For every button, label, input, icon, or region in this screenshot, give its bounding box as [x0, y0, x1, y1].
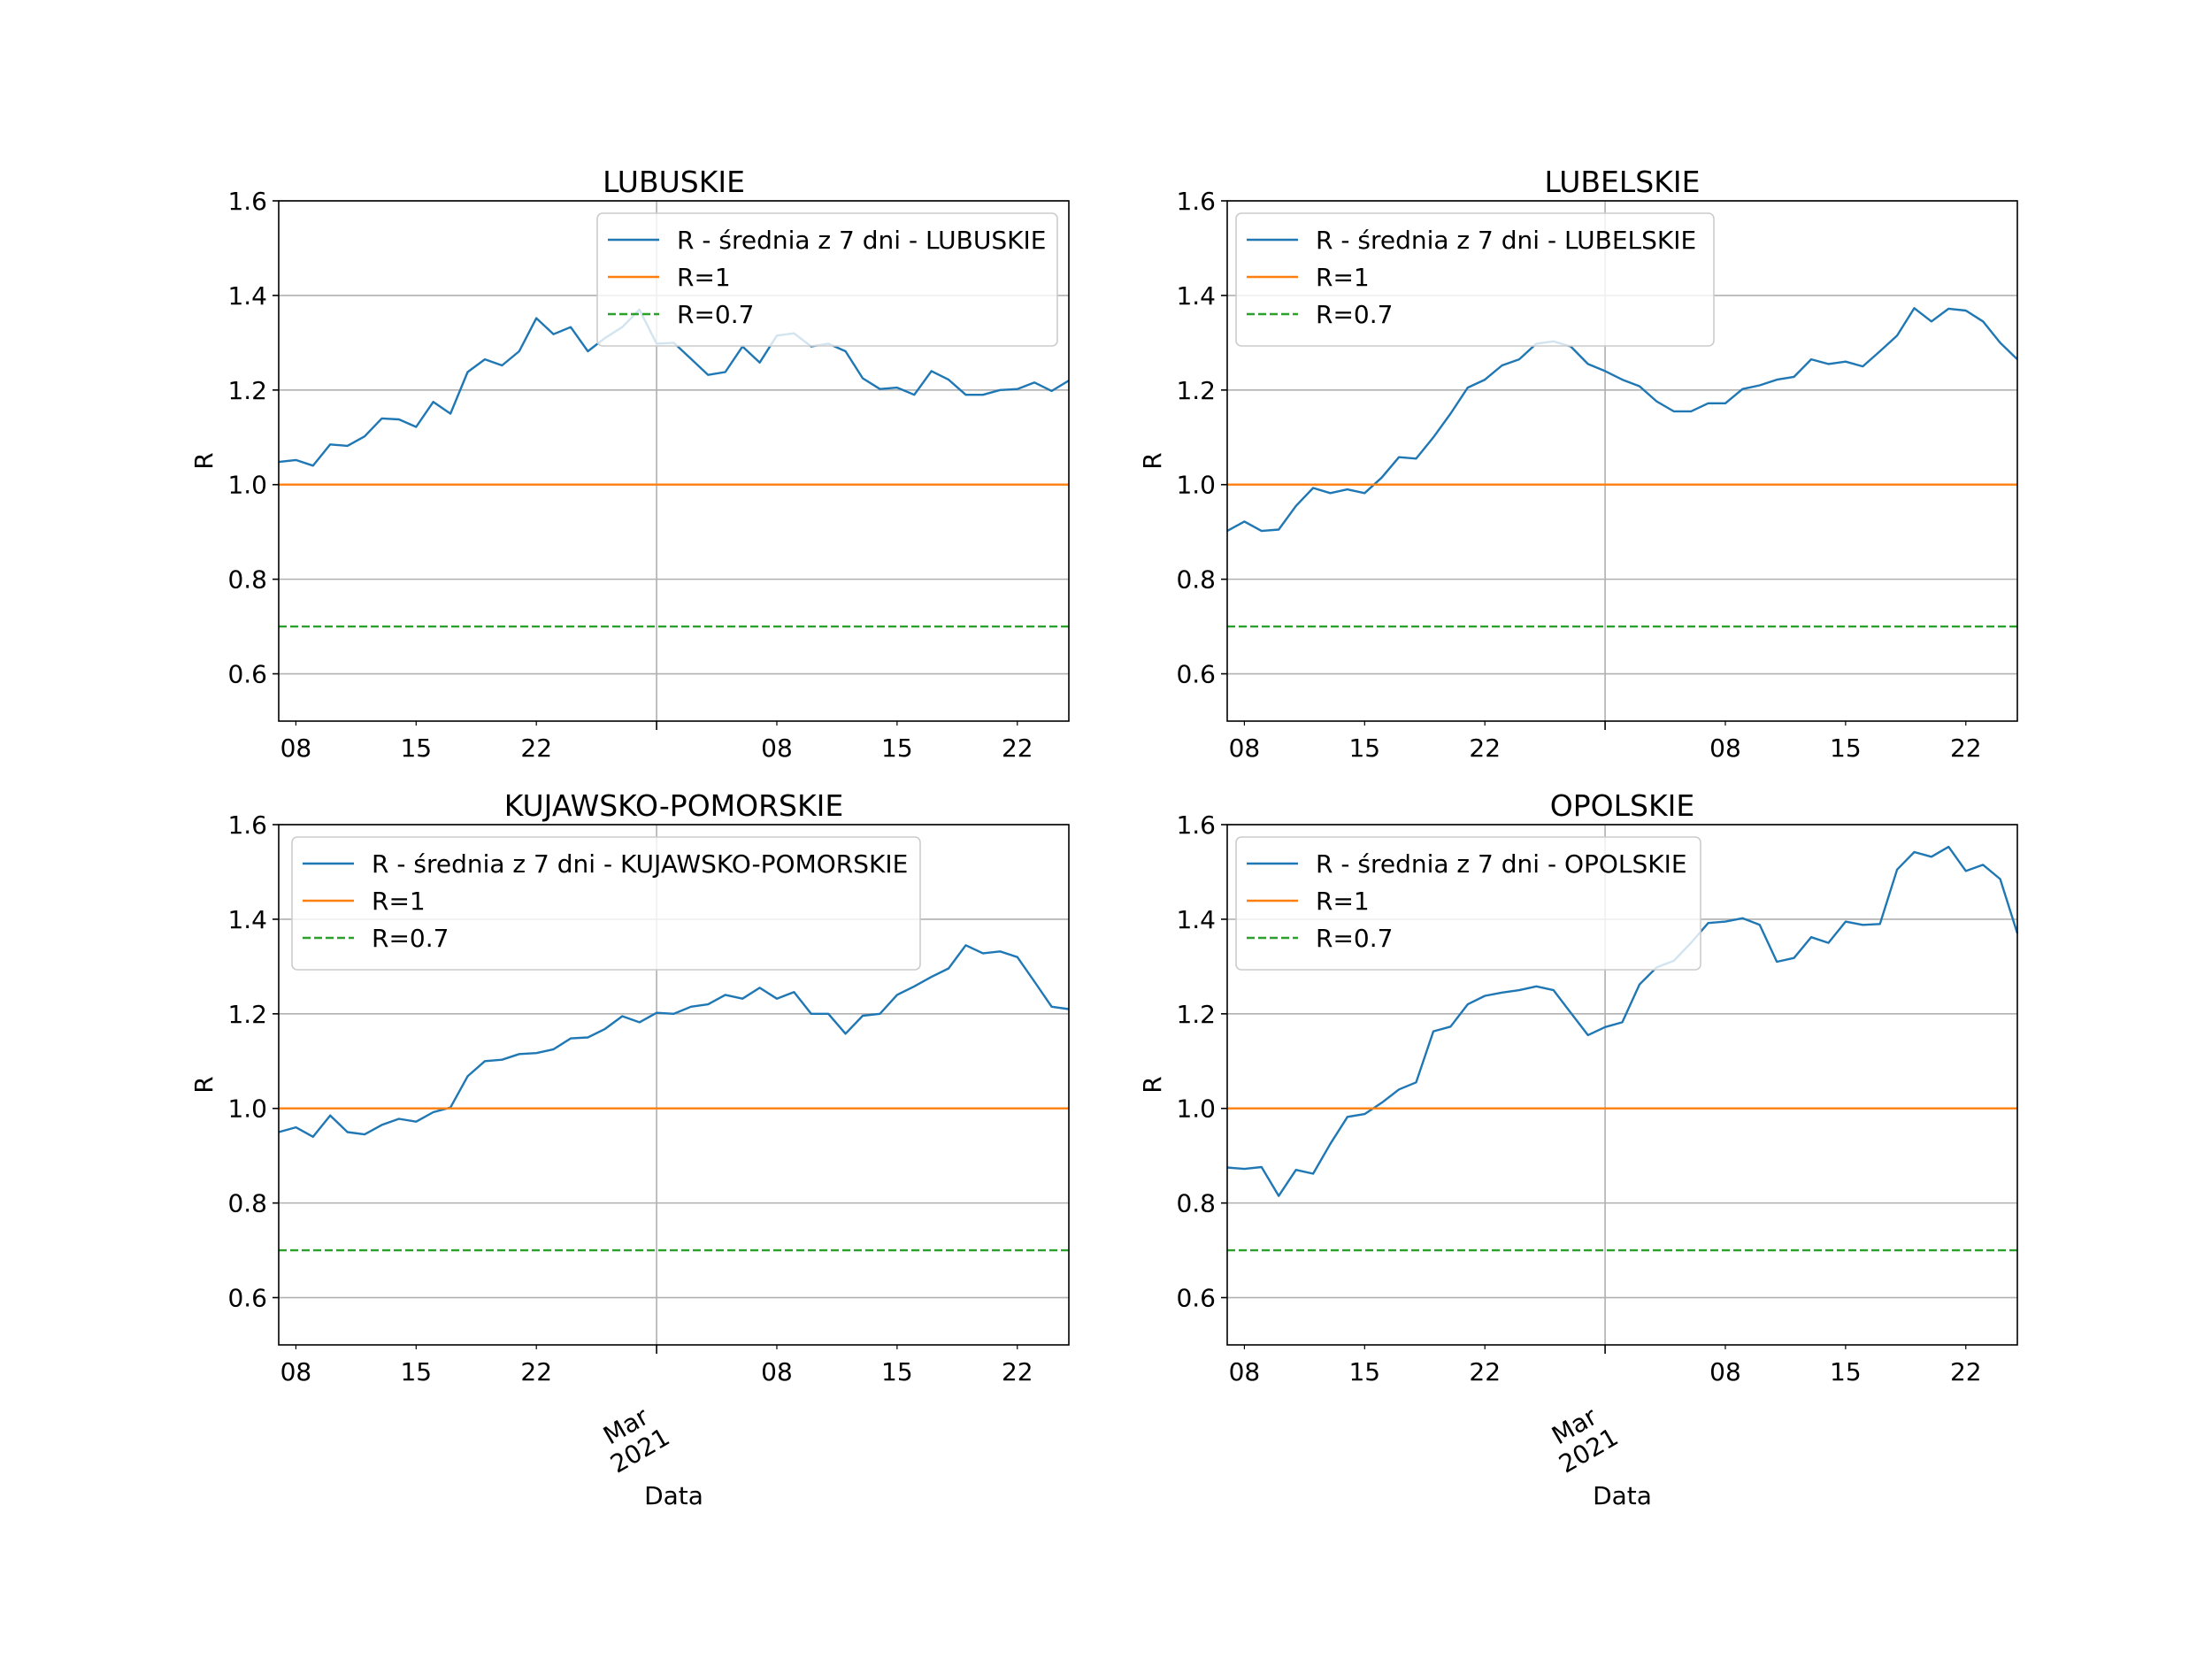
y-tick-label: 1.6	[1176, 810, 1216, 840]
y-tick-label: 0.6	[1176, 660, 1216, 689]
y-tick-label: 1.4	[227, 281, 267, 311]
chart-panel-2: 0.6 0.8 1.0 1.2 1.4 1.6 08 15 22 08 15 22 LUBELSKIE R…	[1138, 165, 2018, 763]
chart-panel-1: 0.6 0.8 1.0 1.2 1.4 1.6 08 15 22 08 15 22 LUBUSKIE R R…	[189, 165, 1070, 763]
legend-entry: R=1	[1316, 263, 1370, 292]
legend-entry: R - średnia z 7 dni - LUBUSKIE	[677, 226, 1046, 255]
x-tick-label: 15	[1830, 733, 1862, 763]
x-tick-label: 08	[1709, 733, 1741, 763]
legend: R - średnia z 7 dni - KUJAWSKO-POMORSKIE…	[291, 836, 921, 971]
chart-panel-3: 0.6 0.8 1.0 1.2 1.4 1.6 08 15 22 08 15 22 KUJAWSKO-P…	[189, 788, 1070, 1510]
panel-title: OPOLSKIE	[1550, 788, 1694, 823]
y-tick-label: 1.0	[1176, 471, 1216, 500]
axes-frame	[1226, 824, 2018, 1346]
y-tick-label: 1.2	[1176, 1000, 1216, 1029]
y-tick-label: 0.8	[227, 565, 267, 595]
x-tick-label: 15	[400, 1357, 432, 1386]
legend-box	[1235, 836, 1701, 971]
legend: R - średnia z 7 dni - OPOLSKIE R=1 R=0.7	[1235, 836, 1701, 971]
legend-entry: R=1	[677, 263, 731, 292]
x-tick-label: 08	[1709, 1357, 1741, 1386]
legend-box	[1235, 212, 1715, 347]
y-tick-label: 1.0	[227, 471, 267, 500]
x-tick-label: 08	[761, 733, 793, 763]
x-tick-label: 22	[1950, 733, 1982, 763]
chart-panel-4: 0.6 0.8 1.0 1.2 1.4 1.6 08 15 22 08 15 22 OPOLSKIE R R…	[1138, 788, 2019, 1510]
axes-frame	[278, 824, 1070, 1346]
y-axis-label: R	[189, 1076, 219, 1093]
x-tick-label: 08	[280, 1357, 312, 1386]
y-tick-label: 1.4	[227, 905, 267, 934]
series-line	[1226, 307, 2018, 533]
y-tick-label: 0.6	[227, 1284, 267, 1313]
legend-entry: R - średnia z 7 dni - LUBELSKIE	[1316, 226, 1696, 255]
legend-entry: R=0.7	[677, 300, 754, 329]
panel-title: LUBELSKIE	[1545, 165, 1701, 199]
y-tick-label: 0.6	[1176, 1284, 1216, 1313]
series-line	[1226, 845, 2019, 1197]
legend-entry: R=0.7	[1316, 300, 1393, 329]
y-tick-label: 1.2	[227, 376, 267, 405]
y-tick-label: 1.6	[227, 187, 267, 216]
legend-entry: R=0.7	[372, 924, 449, 953]
x-tick-label: 08	[761, 1357, 793, 1386]
y-axis-label: R	[1138, 452, 1167, 469]
y-tick-label: 0.8	[227, 1189, 267, 1218]
legend-entry: R=1	[1316, 887, 1370, 916]
x-tick-label: 08	[1229, 1357, 1261, 1386]
legend-box	[596, 212, 1058, 347]
y-tick-label: 1.6	[227, 810, 267, 840]
x-tick-label: 22	[1469, 1357, 1501, 1386]
x-tick-label: 22	[1002, 1357, 1033, 1386]
x-tick-label: 15	[1348, 733, 1380, 763]
x-tick-label: 15	[400, 733, 432, 763]
y-axis-label: R	[189, 452, 219, 469]
legend-entry: R - średnia z 7 dni - KUJAWSKO-POMORSKIE	[372, 849, 908, 879]
axes-frame	[1226, 200, 2018, 722]
legend-entry: R - średnia z 7 dni - OPOLSKIE	[1316, 849, 1687, 879]
y-tick-label: 0.8	[1176, 565, 1216, 595]
axes-frame	[278, 200, 1070, 722]
x-tick-label: 22	[1950, 1357, 1982, 1386]
x-axis-label: Data	[644, 1481, 703, 1510]
x-tick-label: 08	[1229, 733, 1261, 763]
y-tick-label: 1.2	[1176, 376, 1216, 405]
y-tick-label: 1.6	[1176, 187, 1216, 216]
x-tick-label: 15	[881, 1357, 913, 1386]
legend: R - średnia z 7 dni - LUBELSKIE R=1 R=0.7	[1235, 212, 1715, 347]
y-tick-label: 1.0	[227, 1094, 267, 1124]
panel-title: KUJAWSKO-POMORSKIE	[504, 788, 843, 823]
x-tick-label: 22	[520, 733, 552, 763]
series-line	[278, 944, 1070, 1139]
x-axis-label: Data	[1593, 1481, 1652, 1510]
x-tick-label: 15	[1830, 1357, 1862, 1386]
y-tick-label: 1.4	[1176, 905, 1216, 934]
x-tick-label: 22	[520, 1357, 552, 1386]
x-tick-label: 15	[1348, 1357, 1380, 1386]
y-tick-label: 0.8	[1176, 1189, 1216, 1218]
x-tick-label: 22	[1469, 733, 1501, 763]
legend-box	[291, 836, 921, 971]
y-tick-label: 0.6	[227, 660, 267, 689]
y-tick-label: 1.4	[1176, 281, 1216, 311]
x-tick-label: 15	[881, 733, 913, 763]
legend-entry: R=1	[372, 887, 426, 916]
y-axis-label: R	[1138, 1076, 1167, 1093]
legend-entry: R=0.7	[1316, 924, 1393, 953]
x-tick-label: 08	[280, 733, 312, 763]
panel-title: LUBUSKIE	[603, 165, 745, 199]
x-tick-label: 22	[1002, 733, 1033, 763]
y-tick-label: 1.0	[1176, 1094, 1216, 1124]
y-tick-label: 1.2	[227, 1000, 267, 1029]
legend: R - średnia z 7 dni - LUBUSKIE R=1 R=0.7	[596, 212, 1058, 347]
